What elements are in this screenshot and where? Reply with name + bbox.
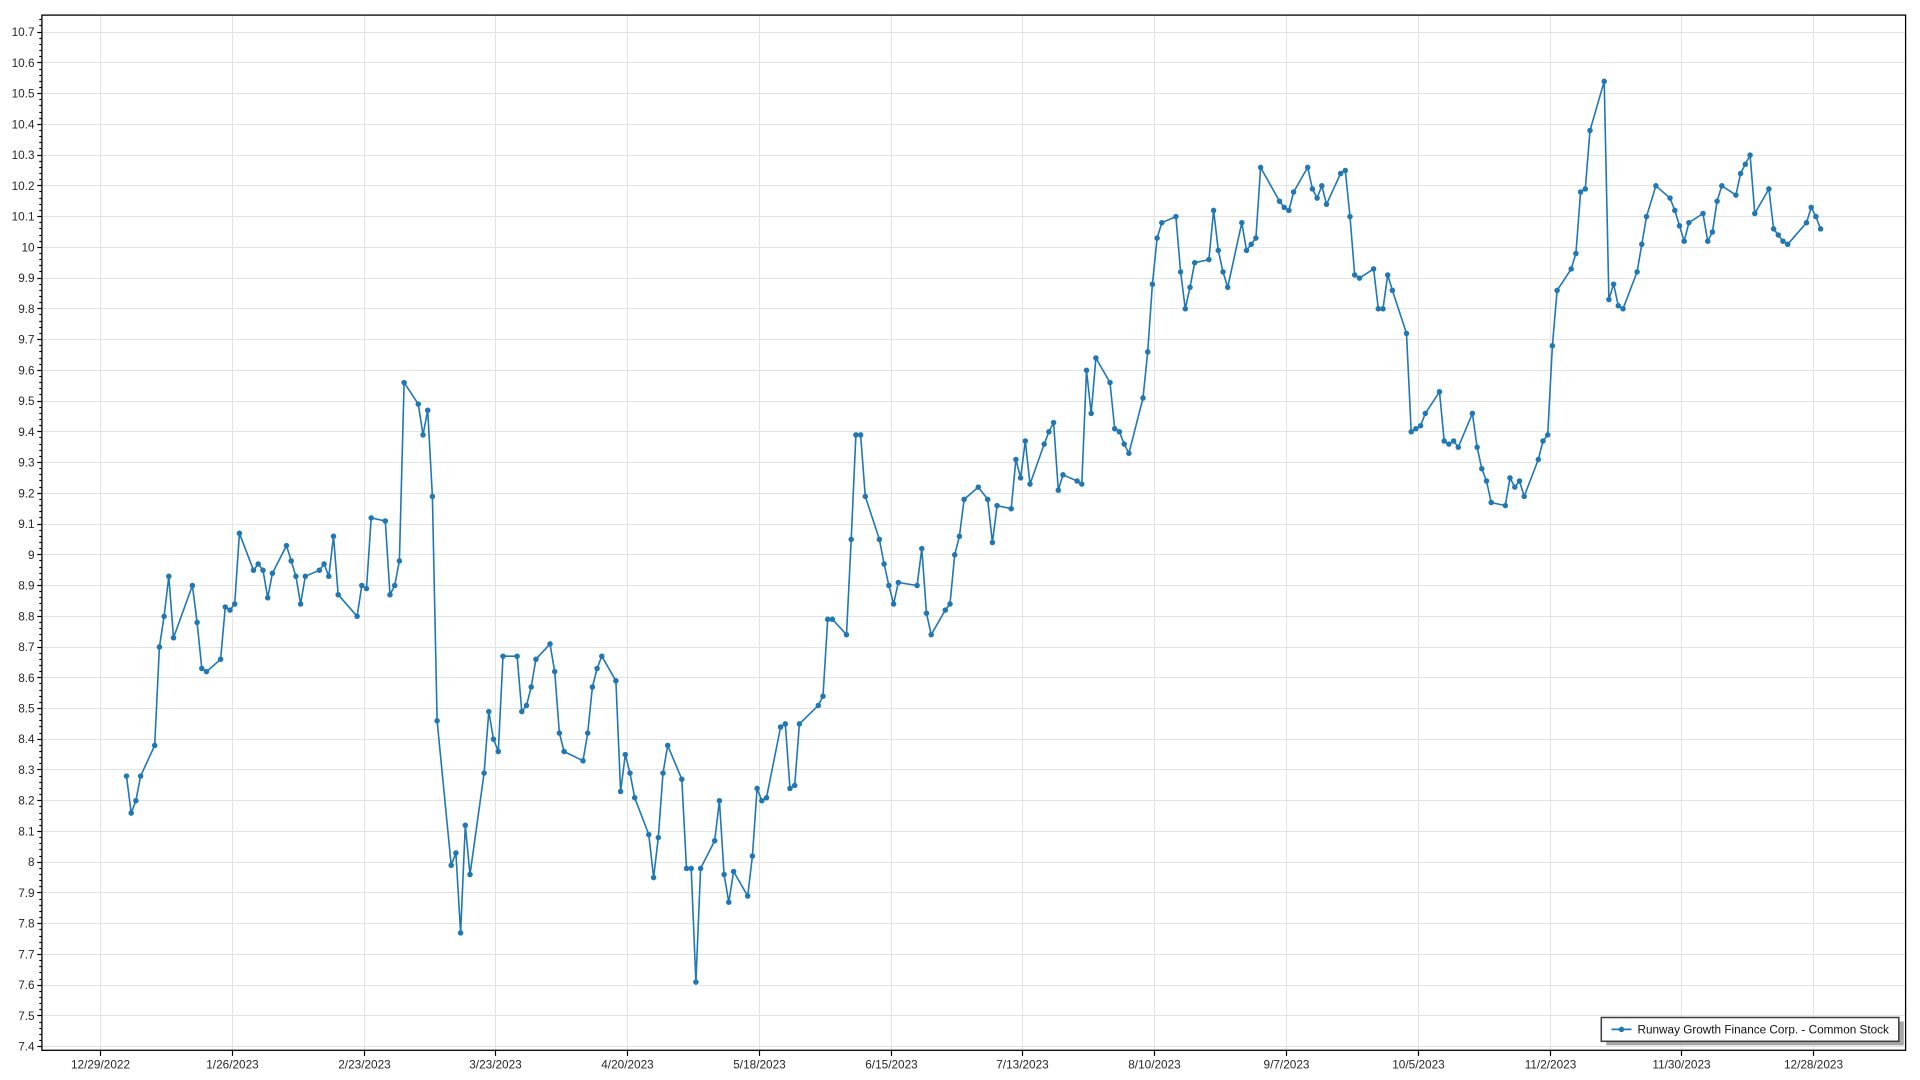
svg-text:10/5/2023: 10/5/2023 [1392, 1058, 1445, 1072]
svg-text:12/29/2022: 12/29/2022 [71, 1058, 130, 1072]
svg-text:10.1: 10.1 [12, 210, 35, 224]
svg-text:10.3: 10.3 [12, 148, 35, 162]
svg-text:Runway Growth Finance Corp. -: Runway Growth Finance Corp. - Common Sto… [1638, 1024, 1890, 1037]
svg-text:9: 9 [28, 548, 35, 562]
svg-text:8.4: 8.4 [18, 732, 35, 746]
svg-text:10: 10 [21, 240, 35, 254]
svg-text:4/20/2023: 4/20/2023 [601, 1058, 654, 1072]
svg-text:9.5: 9.5 [18, 394, 35, 408]
svg-text:6/15/2023: 6/15/2023 [865, 1058, 918, 1072]
svg-text:11/30/2023: 11/30/2023 [1652, 1058, 1711, 1072]
svg-text:9.1: 9.1 [18, 517, 34, 531]
svg-text:9.7: 9.7 [18, 333, 34, 347]
svg-text:9.8: 9.8 [18, 302, 35, 316]
svg-text:7.7: 7.7 [18, 948, 34, 962]
svg-text:3/23/2023: 3/23/2023 [469, 1058, 522, 1072]
svg-text:7/13/2023: 7/13/2023 [996, 1058, 1049, 1072]
svg-text:1/26/2023: 1/26/2023 [206, 1058, 259, 1072]
svg-text:7.8: 7.8 [18, 917, 35, 931]
svg-text:8.6: 8.6 [18, 671, 35, 685]
svg-text:8/10/2023: 8/10/2023 [1128, 1058, 1181, 1072]
svg-text:8.3: 8.3 [18, 763, 35, 777]
svg-text:8.2: 8.2 [18, 794, 34, 808]
svg-text:9.4: 9.4 [18, 425, 35, 439]
svg-text:8.9: 8.9 [18, 579, 34, 593]
svg-text:5/18/2023: 5/18/2023 [733, 1058, 786, 1072]
svg-text:9/7/2023: 9/7/2023 [1264, 1058, 1310, 1072]
svg-text:8: 8 [28, 855, 35, 869]
svg-text:7.5: 7.5 [18, 1009, 35, 1023]
svg-text:7.4: 7.4 [18, 1040, 35, 1054]
svg-text:10.6: 10.6 [12, 56, 35, 70]
svg-text:2/23/2023: 2/23/2023 [338, 1058, 391, 1072]
svg-text:8.1: 8.1 [18, 825, 34, 839]
svg-text:11/2/2023: 11/2/2023 [1525, 1058, 1577, 1072]
svg-text:9.6: 9.6 [18, 363, 35, 377]
svg-text:8.7: 8.7 [18, 640, 34, 654]
svg-text:10.5: 10.5 [12, 87, 35, 101]
svg-text:12/28/2023: 12/28/2023 [1784, 1058, 1843, 1072]
svg-text:10.4: 10.4 [12, 117, 35, 131]
svg-text:7.9: 7.9 [18, 886, 34, 900]
svg-text:8.5: 8.5 [18, 702, 35, 716]
svg-text:10.7: 10.7 [12, 25, 35, 39]
svg-text:9.3: 9.3 [18, 456, 35, 470]
svg-text:7.6: 7.6 [18, 978, 35, 992]
svg-text:9.2: 9.2 [18, 486, 34, 500]
svg-text:8.8: 8.8 [18, 609, 35, 623]
svg-text:9.9: 9.9 [18, 271, 34, 285]
svg-text:10.2: 10.2 [12, 179, 35, 193]
